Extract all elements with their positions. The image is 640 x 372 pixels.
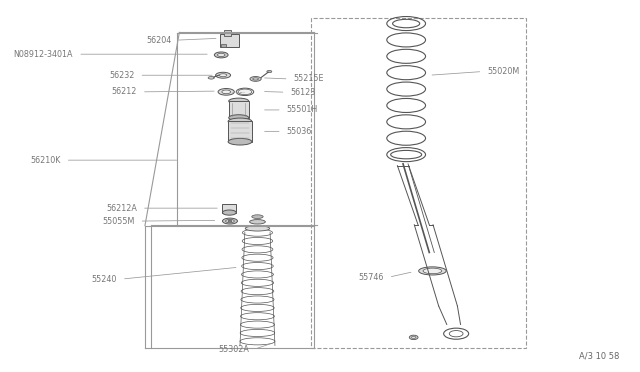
Bar (228, 101, 249, 118)
Ellipse shape (250, 77, 261, 81)
Ellipse shape (267, 70, 272, 73)
Ellipse shape (208, 77, 214, 79)
Ellipse shape (225, 219, 234, 223)
Ellipse shape (218, 89, 234, 95)
Ellipse shape (228, 118, 252, 125)
Text: N08912-3401A: N08912-3401A (13, 50, 73, 59)
Ellipse shape (250, 219, 266, 224)
Bar (224, 30, 231, 36)
Text: 56204: 56204 (146, 36, 172, 45)
Ellipse shape (253, 78, 259, 80)
Ellipse shape (228, 138, 252, 145)
Text: 55215E: 55215E (294, 74, 324, 83)
Ellipse shape (410, 335, 418, 340)
Ellipse shape (238, 89, 252, 94)
Bar (228, 121, 252, 142)
Text: 55240: 55240 (92, 275, 117, 283)
Text: 56212A: 56212A (106, 203, 137, 213)
Ellipse shape (412, 336, 416, 339)
Text: 56232: 56232 (109, 71, 134, 80)
Bar (310, 18, 526, 349)
Ellipse shape (222, 90, 230, 94)
Text: A/3 10 58: A/3 10 58 (579, 351, 620, 360)
Text: 55302A: 55302A (218, 345, 250, 354)
Text: 55501H: 55501H (287, 105, 318, 115)
Text: 56210K: 56210K (30, 155, 61, 165)
Ellipse shape (419, 267, 446, 275)
Ellipse shape (223, 206, 236, 211)
Text: 55020M: 55020M (488, 67, 520, 76)
Text: 56212: 56212 (111, 87, 137, 96)
Ellipse shape (223, 210, 236, 215)
Ellipse shape (423, 268, 442, 274)
Ellipse shape (228, 220, 232, 222)
Ellipse shape (216, 72, 230, 78)
Ellipse shape (220, 74, 227, 77)
Bar (220, 33, 239, 47)
Text: 55746: 55746 (358, 273, 383, 282)
Text: 55036: 55036 (287, 127, 312, 136)
Text: 55055M: 55055M (102, 217, 134, 225)
Ellipse shape (214, 52, 228, 58)
Ellipse shape (245, 226, 269, 231)
Text: 56123: 56123 (291, 88, 316, 97)
Ellipse shape (228, 98, 249, 104)
Ellipse shape (218, 53, 225, 57)
Ellipse shape (252, 215, 263, 218)
Bar (223, 204, 236, 212)
Ellipse shape (228, 115, 249, 121)
Ellipse shape (223, 218, 237, 224)
Bar (221, 44, 226, 47)
